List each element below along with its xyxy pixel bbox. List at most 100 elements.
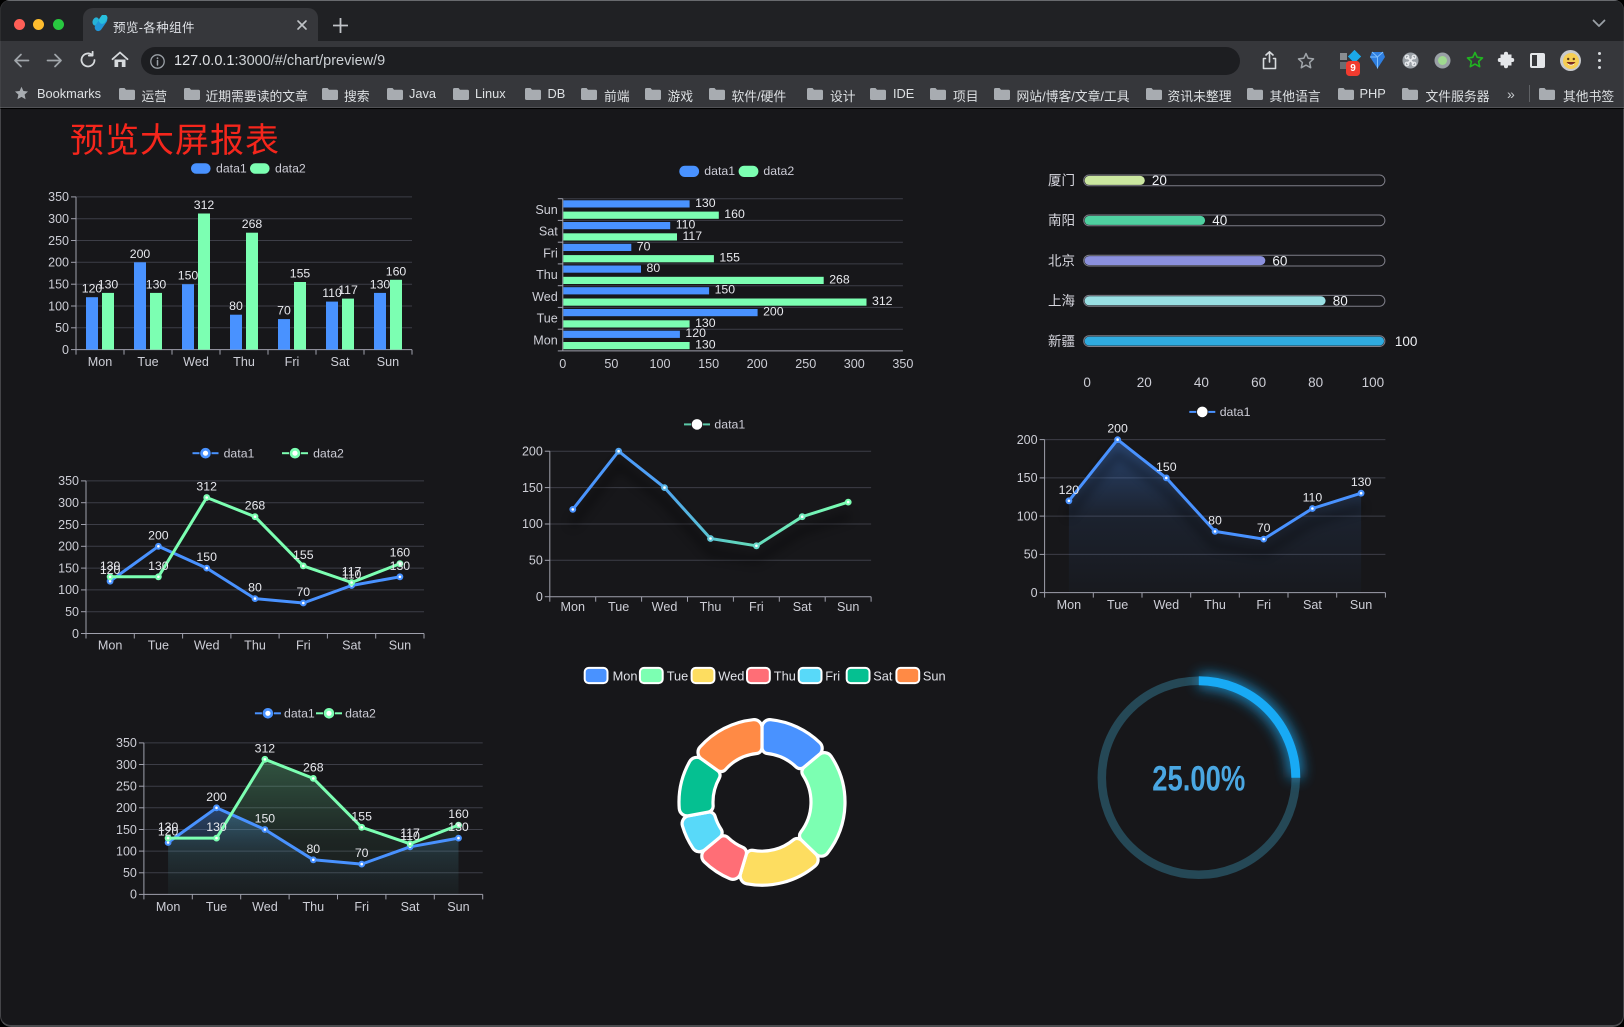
- svg-text:Sat: Sat: [1303, 598, 1322, 612]
- svg-text:150: 150: [715, 283, 736, 297]
- svg-text:Sun: Sun: [837, 600, 859, 614]
- svg-text:Wed: Wed: [652, 600, 678, 614]
- svg-text:300: 300: [58, 496, 79, 510]
- svg-text:120: 120: [100, 563, 121, 577]
- svg-text:Sun: Sun: [1350, 598, 1372, 612]
- svg-text:200: 200: [148, 528, 169, 542]
- svg-text:Mon: Mon: [613, 668, 638, 683]
- svg-text:Sun: Sun: [535, 203, 557, 217]
- svg-text:Sat: Sat: [342, 638, 361, 652]
- svg-text:Wed: Wed: [252, 900, 278, 914]
- svg-text:150: 150: [196, 550, 217, 564]
- svg-text:0: 0: [1031, 586, 1038, 600]
- svg-text:70: 70: [296, 585, 310, 599]
- svg-text:117: 117: [342, 565, 362, 579]
- svg-text:150: 150: [698, 357, 719, 371]
- svg-text:data2: data2: [275, 162, 306, 176]
- svg-text:Sun: Sun: [923, 668, 946, 683]
- svg-text:Mon: Mon: [561, 600, 586, 614]
- svg-text:155: 155: [290, 267, 311, 281]
- svg-text:130: 130: [100, 559, 121, 573]
- svg-text:Thu: Thu: [774, 668, 796, 683]
- svg-text:200: 200: [763, 305, 784, 319]
- svg-text:150: 150: [48, 278, 69, 292]
- svg-text:100: 100: [116, 844, 137, 858]
- svg-text:Sun: Sun: [389, 638, 411, 652]
- svg-text:data1: data1: [704, 164, 735, 178]
- svg-text:300: 300: [844, 357, 865, 371]
- svg-text:40: 40: [1212, 213, 1227, 228]
- svg-text:110: 110: [676, 218, 696, 232]
- svg-text:20: 20: [1152, 173, 1167, 188]
- svg-text:50: 50: [1024, 548, 1038, 562]
- svg-text:160: 160: [386, 264, 407, 278]
- svg-text:70: 70: [277, 304, 291, 318]
- svg-text:100: 100: [58, 583, 79, 597]
- svg-text:312: 312: [196, 480, 217, 494]
- svg-text:80: 80: [1333, 294, 1348, 309]
- svg-text:data2: data2: [763, 164, 794, 178]
- svg-text:Tue: Tue: [608, 600, 629, 614]
- svg-text:150: 150: [255, 812, 276, 826]
- svg-text:130: 130: [448, 820, 469, 834]
- svg-text:200: 200: [1107, 422, 1128, 436]
- svg-text:50: 50: [604, 357, 618, 371]
- svg-text:80: 80: [306, 842, 320, 856]
- svg-text:data2: data2: [313, 447, 344, 461]
- svg-text:150: 150: [1156, 460, 1177, 474]
- svg-text:北京: 北京: [1048, 253, 1075, 268]
- svg-text:Thu: Thu: [302, 900, 324, 914]
- svg-text:Sun: Sun: [377, 355, 399, 369]
- svg-text:80: 80: [647, 261, 661, 275]
- svg-text:130: 130: [1351, 475, 1372, 489]
- svg-text:350: 350: [48, 190, 69, 204]
- svg-text:data1: data1: [224, 447, 255, 461]
- svg-text:Tue: Tue: [1107, 598, 1128, 612]
- svg-text:0: 0: [1083, 375, 1091, 390]
- svg-text:117: 117: [338, 283, 358, 297]
- svg-text:100: 100: [1395, 334, 1418, 349]
- svg-text:268: 268: [303, 760, 324, 774]
- svg-text:100: 100: [1017, 509, 1038, 523]
- svg-text:Fri: Fri: [354, 900, 369, 914]
- svg-text:130: 130: [146, 277, 167, 291]
- svg-text:Thu: Thu: [1204, 598, 1226, 612]
- svg-text:Sun: Sun: [447, 900, 469, 914]
- svg-text:200: 200: [1017, 433, 1038, 447]
- svg-text:350: 350: [58, 474, 79, 488]
- svg-text:Sat: Sat: [331, 355, 350, 369]
- svg-text:130: 130: [695, 316, 716, 330]
- svg-text:Wed: Wed: [183, 355, 209, 369]
- svg-text:200: 200: [522, 445, 543, 459]
- svg-text:300: 300: [116, 758, 137, 772]
- svg-text:Fri: Fri: [285, 355, 300, 369]
- svg-text:Mon: Mon: [98, 638, 123, 652]
- svg-text:Fri: Fri: [543, 247, 558, 261]
- svg-text:厦门: 厦门: [1048, 173, 1075, 188]
- svg-text:20: 20: [1137, 375, 1152, 390]
- svg-text:120: 120: [158, 825, 179, 839]
- svg-text:110: 110: [1303, 491, 1323, 505]
- svg-text:data1: data1: [1220, 405, 1251, 419]
- svg-text:Tue: Tue: [537, 312, 558, 326]
- svg-text:Tue: Tue: [667, 668, 689, 683]
- svg-text:150: 150: [1017, 471, 1038, 485]
- svg-text:南阳: 南阳: [1048, 213, 1075, 228]
- svg-text:150: 150: [116, 823, 137, 837]
- svg-text:130: 130: [206, 820, 227, 834]
- svg-text:120: 120: [82, 282, 103, 296]
- svg-text:Thu: Thu: [244, 638, 266, 652]
- svg-text:Thu: Thu: [233, 355, 255, 369]
- svg-text:110: 110: [342, 568, 362, 582]
- svg-text:Mon: Mon: [88, 355, 113, 369]
- svg-text:150: 150: [522, 481, 543, 495]
- svg-text:110: 110: [400, 829, 420, 843]
- svg-text:200: 200: [48, 256, 69, 270]
- svg-text:50: 50: [529, 554, 543, 568]
- svg-text:130: 130: [98, 277, 119, 291]
- svg-text:80: 80: [1208, 513, 1222, 527]
- svg-text:Mon: Mon: [1057, 598, 1082, 612]
- svg-text:Wed: Wed: [1153, 598, 1179, 612]
- svg-text:Wed: Wed: [532, 290, 558, 304]
- svg-text:60: 60: [1251, 375, 1266, 390]
